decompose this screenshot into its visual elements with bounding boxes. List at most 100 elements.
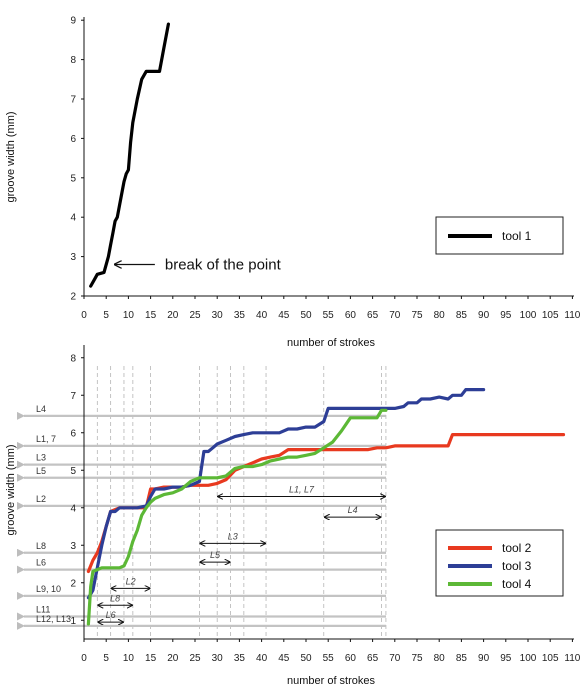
top-annotation: break of the point — [115, 256, 282, 273]
level-label-l9-10: L9, 10 — [36, 584, 61, 594]
range-label-l3: L3 — [228, 531, 238, 541]
top-x-tick-label: 80 — [434, 310, 446, 321]
top-x-tick-label: 50 — [300, 310, 312, 321]
top-y-tick-label: 2 — [70, 292, 76, 303]
bottom-x-tick-label: 60 — [345, 653, 357, 664]
bottom-y-tick-label: 8 — [70, 353, 76, 364]
level-label-l3: L3 — [36, 453, 46, 463]
bottom-x-ticks: 0 5 10 15 20 25 30 35 40 45 50 55 60 65 70 75 80 85 90 95 10… — [81, 639, 581, 664]
top-x-tick-label: 20 — [167, 310, 179, 321]
top-x-tick-label: 35 — [234, 310, 246, 321]
top-x-tick-label: 10 — [123, 310, 135, 321]
bottom-x-tick-label: 50 — [300, 653, 312, 664]
bottom-x-tick-label: 25 — [189, 653, 201, 664]
top-x-tick-label: 25 — [189, 310, 201, 321]
top-x-tick-label: 30 — [212, 310, 224, 321]
top-x-tick-label: 40 — [256, 310, 268, 321]
top-x-tick-label: 5 — [103, 310, 109, 321]
range-label-l6: L6 — [106, 610, 116, 620]
top-y-tick-label: 4 — [70, 213, 76, 224]
bottom-x-tick-label: 0 — [81, 653, 87, 664]
top-x-tick-label: 55 — [323, 310, 335, 321]
bottom-x-tick-label: 110 — [564, 653, 580, 664]
break-of-point-label: break of the point — [165, 256, 282, 273]
top-x-tick-label: 0 — [81, 310, 87, 321]
level-label-l1-7: L1, 7 — [36, 434, 56, 444]
top-y-tick-label: 9 — [70, 16, 76, 27]
top-y-tick-label: 6 — [70, 134, 76, 145]
bottom-legend-box — [435, 529, 564, 597]
level-label-l2: L2 — [36, 494, 46, 504]
bottom-x-tick-label: 80 — [434, 653, 446, 664]
bottom-x-tick-label: 100 — [520, 653, 537, 664]
bottom-x-tick-label: 75 — [411, 653, 423, 664]
bottom-line-tool-3 — [86, 388, 486, 600]
range-label-l1-l7: L1, L7 — [289, 485, 315, 495]
bottom-x-tick-label: 45 — [278, 653, 290, 664]
bottom-x-axis-label: number of strokes — [287, 675, 376, 687]
top-line-tool-1 — [89, 22, 170, 288]
top-x-tick-label: 95 — [500, 310, 512, 321]
range-label-l5: L5 — [210, 550, 221, 560]
bottom-y-tick-label: 2 — [70, 578, 76, 589]
bottom-y-tick-label: 6 — [70, 428, 76, 439]
bottom-line-tool-4 — [86, 408, 388, 626]
top-x-tick-label: 70 — [389, 310, 401, 321]
level-label-l11: L11 — [36, 605, 50, 615]
bottom-x-tick-label: 70 — [389, 653, 401, 664]
bottom-y-tick-label: 1 — [70, 616, 76, 627]
level-label-l8: L8 — [36, 541, 46, 551]
top-y-axis-label: groove width (mm) — [5, 111, 17, 202]
top-x-tick-label: 65 — [367, 310, 379, 321]
bottom-x-tick-label: 20 — [167, 653, 179, 664]
bottom-x-tick-label: 95 — [500, 653, 512, 664]
level-label-l5: L5 — [36, 466, 46, 476]
top-legend: tool 1 — [435, 216, 564, 255]
legend-label-tool-3: tool 3 — [502, 559, 532, 573]
bottom-y-tick-label: 4 — [70, 503, 76, 514]
top-x-tick-label: 75 — [411, 310, 423, 321]
top-y-ticks: 2 3 4 5 6 7 8 9 — [70, 16, 84, 303]
top-x-tick-label: 105 — [542, 310, 559, 321]
bottom-x-tick-label: 55 — [323, 653, 335, 664]
bottom-series — [86, 388, 566, 626]
top-y-tick-label: 3 — [70, 252, 76, 263]
level-label-l4: L4 — [36, 404, 46, 414]
bottom-x-tick-label: 90 — [478, 653, 490, 664]
legend-label-tool-2: tool 2 — [502, 541, 532, 555]
top-x-ticks: 0 5 10 15 20 25 30 35 40 45 50 55 60 65 70 75 80 85 90 95 10… — [81, 296, 581, 321]
range-label-l2: L2 — [126, 576, 136, 586]
bottom-y-axis-label: groove width (mm) — [5, 444, 17, 535]
bottom-x-tick-label: 40 — [256, 653, 268, 664]
bottom-x-tick-label: 65 — [367, 653, 379, 664]
top-y-tick-label: 5 — [70, 173, 76, 184]
range-label-l8: L8 — [110, 593, 120, 603]
bottom-y-tick-label: 5 — [70, 466, 76, 477]
bottom-x-tick-label: 15 — [145, 653, 157, 664]
legend-label-tool-4: tool 4 — [502, 577, 532, 591]
bottom-legend: tool 2 tool 3 tool 4 — [435, 529, 564, 597]
top-x-tick-label: 60 — [345, 310, 357, 321]
bottom-x-tick-label: 85 — [456, 653, 468, 664]
bottom-x-tick-label: 105 — [542, 653, 559, 664]
top-y-tick-label: 7 — [70, 95, 76, 106]
bottom-y-tick-label: 7 — [70, 391, 76, 402]
top-series — [89, 22, 170, 288]
top-x-tick-label: 15 — [145, 310, 157, 321]
top-x-tick-label: 100 — [520, 310, 537, 321]
bottom-y-ticks: 1 2 3 4 5 6 7 8 — [70, 353, 84, 627]
range-label-l4: L4 — [348, 505, 358, 515]
bottom-range-arrows: L1, L7 L4 L3 L5 L2 L8 L6 — [98, 485, 385, 623]
bottom-x-tick-label: 35 — [234, 653, 246, 664]
top-y-tick-label: 8 — [70, 55, 76, 66]
bottom-x-tick-label: 10 — [123, 653, 135, 664]
bottom-x-tick-label: 30 — [212, 653, 224, 664]
level-label-l6: L6 — [36, 558, 46, 568]
top-x-tick-label: 110 — [564, 310, 580, 321]
top-x-tick-label: 90 — [478, 310, 490, 321]
top-x-tick-label: 85 — [456, 310, 468, 321]
